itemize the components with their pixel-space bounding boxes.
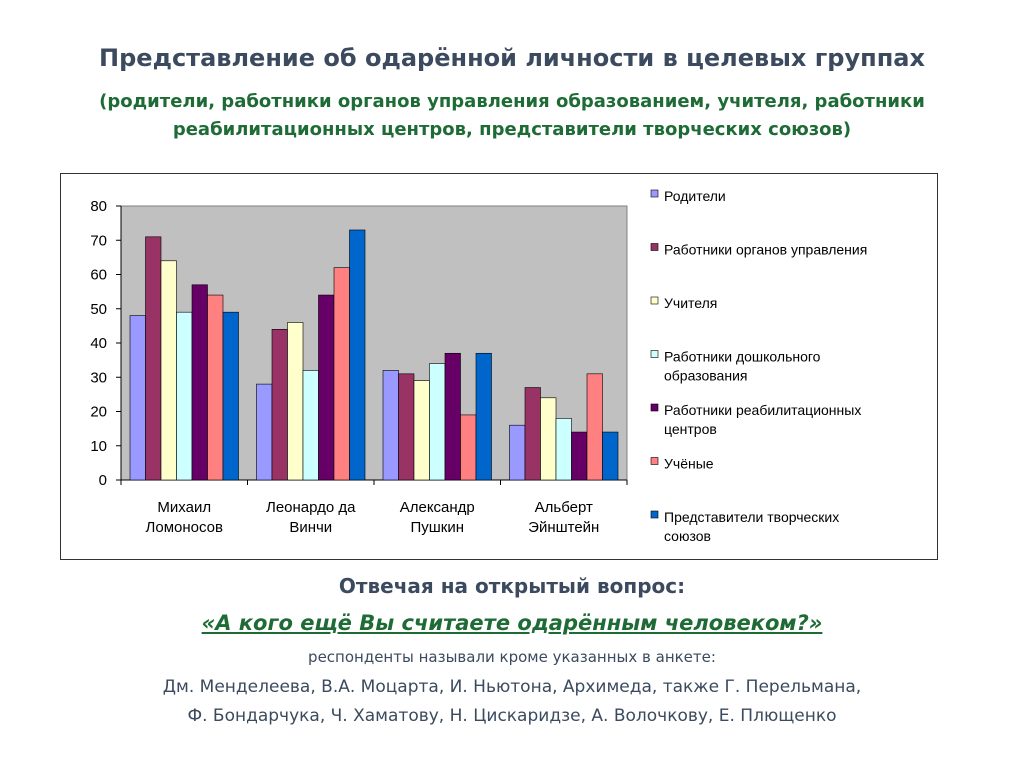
legend-swatch <box>650 296 659 305</box>
category-label: Альберт <box>535 499 593 516</box>
bar <box>602 431 619 481</box>
y-tick-label: 80 <box>90 198 107 215</box>
category-label: Ломоносов <box>146 519 223 536</box>
y-tick-label: 60 <box>90 267 107 284</box>
chart-frame: 0 10 20 30 40 50 60 70 80 Михаил Ломоносов Леонардо… <box>60 173 938 560</box>
bar <box>256 383 273 481</box>
legend-label: Учителя <box>664 295 717 311</box>
y-tick-label: 30 <box>90 369 107 386</box>
bar <box>145 236 162 481</box>
legend-label: центров <box>664 421 717 437</box>
legend-swatch <box>650 243 659 251</box>
legend-swatch <box>650 457 659 465</box>
bar <box>509 424 526 481</box>
bar <box>475 352 492 481</box>
bar <box>349 229 366 481</box>
legend-label: образования <box>664 368 747 384</box>
bar <box>191 284 208 481</box>
page-title: Представление об одарённой личности в це… <box>99 44 925 72</box>
bar <box>524 387 541 481</box>
bar <box>540 397 557 481</box>
legend-label: Работники дошкольного <box>664 349 821 365</box>
y-tick-label: 0 <box>99 472 107 489</box>
bar <box>160 260 177 481</box>
bar <box>287 322 304 481</box>
bar <box>333 267 350 481</box>
y-tick-label: 10 <box>90 438 107 455</box>
category-label: Михаил <box>157 499 211 516</box>
bar <box>444 352 461 481</box>
y-tick-label: 50 <box>90 301 107 318</box>
bar <box>222 311 239 481</box>
legend-swatch <box>650 350 659 358</box>
bar <box>413 380 430 481</box>
legend-label: союзов <box>664 528 711 544</box>
answer-line-2: Ф. Бондарчука, Ч. Хаматову, Н. Цискаридз… <box>187 706 837 726</box>
bar <box>571 431 588 481</box>
legend-label: Работники реабилитационных <box>664 402 861 418</box>
legend-label: Родители <box>664 188 726 204</box>
page-subtitle: (родители, работники органов управления … <box>99 91 925 140</box>
category-label: Пушкин <box>410 519 464 536</box>
bar <box>429 363 446 481</box>
bar <box>302 370 319 481</box>
question-intro: Отвечая на открытый вопрос: <box>338 574 686 598</box>
bar-chart: 0 10 20 30 40 50 60 70 80 Михаил Ломоносов Леонардо… <box>90 188 867 544</box>
legend-swatch <box>650 510 659 519</box>
legend-label: Учёные <box>664 456 714 472</box>
y-tick-label: 20 <box>90 404 107 421</box>
legend-swatch <box>650 189 659 198</box>
legend-label: Представители творческих <box>664 509 839 525</box>
category-label: Эйнштейн <box>528 519 599 536</box>
bar <box>460 414 477 481</box>
bar <box>398 373 415 481</box>
category-label: Александр <box>400 499 475 516</box>
y-tick-label: 40 <box>90 335 107 352</box>
question-text: «А кого ещё Вы считаете одарённым челове… <box>0 611 1024 635</box>
category-label: Винчи <box>289 519 332 536</box>
bar <box>271 329 288 481</box>
category-label: Леонардо да <box>266 499 356 516</box>
bar <box>382 370 399 481</box>
bar <box>318 294 335 481</box>
bar <box>555 418 572 481</box>
y-tick-label: 70 <box>90 232 107 249</box>
bar <box>586 373 603 481</box>
question-text-value: «А кого ещё Вы считаете одарённым челове… <box>201 611 823 635</box>
answer-line-1: Дм. Менделеева, В.А. Моцарта, И. Ньютона… <box>162 677 862 697</box>
bar <box>129 315 146 481</box>
bar <box>176 311 193 481</box>
legend-label: Работники органов управления <box>664 242 867 258</box>
bar <box>207 294 224 481</box>
respondents-note: респонденты называли кроме указанных в а… <box>308 648 716 666</box>
legend-swatch <box>650 403 659 412</box>
